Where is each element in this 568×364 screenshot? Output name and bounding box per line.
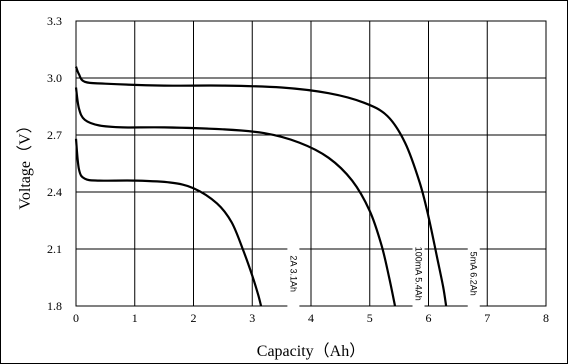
curve-label-bg [287,239,300,308]
y-tick-label: 2.7 [47,128,62,142]
grid [75,20,547,307]
curve-label-text: 2A 3.1Ah [288,255,298,292]
x-tick-label: 8 [543,311,549,325]
x-tick-label: 6 [426,311,432,325]
curve-label: 100mA 5.4Ah [412,239,425,308]
x-tick-label: 1 [132,311,138,325]
x-tick-label: 3 [249,311,255,325]
discharge-curve [74,66,448,307]
discharge-curve [74,138,263,307]
y-tick-label: 3.0 [47,71,62,85]
y-tick-label: 2.1 [47,242,62,256]
x-tick-label: 0 [73,311,79,325]
tick-labels: 0 1 2 3 4 5 6 7 8 1.8 2.1 2.4 2.7 3.0 3.3 [47,14,549,325]
x-tick-label: 4 [308,311,314,325]
x-tick-label: 5 [367,311,373,325]
curves [74,66,448,307]
y-tick-label: 3.3 [47,14,62,28]
curve-label: 2A 3.1Ah [287,239,300,308]
x-tick-label: 7 [484,311,490,325]
y-axis-title: Voltage（V） [16,117,34,209]
curve-label: 5mA 6.2Ah [467,239,480,308]
x-axis-title: Capacity（Ah） [257,342,365,360]
discharge-curve [74,87,397,307]
curve-label-bg [412,239,425,308]
x-tick-label: 2 [191,311,197,325]
y-tick-label: 1.8 [47,299,62,313]
curve-label-bg [467,239,480,308]
curve-labels: 2A 3.1Ah 100mA 5.4Ah 5mA 6.2Ah [287,239,480,308]
curve-label-text: 100mA 5.4Ah [414,247,424,301]
y-tick-label: 2.4 [47,185,62,199]
curve-label-text: 5mA 6.2Ah [469,252,479,296]
